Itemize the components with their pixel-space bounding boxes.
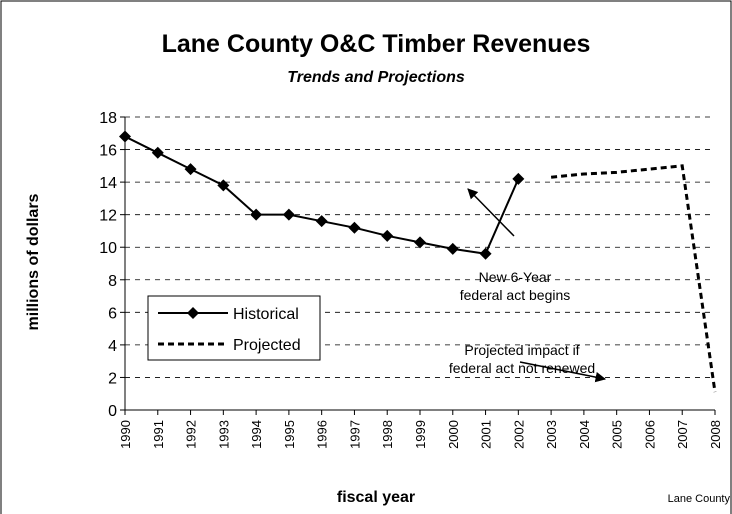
y-tick-label: 16 — [99, 143, 117, 160]
marker — [184, 163, 197, 176]
x-tick-label: 2008 — [708, 420, 723, 449]
annotation: Projected impact if — [464, 342, 579, 358]
y-tick-label: 10 — [99, 240, 117, 257]
marker — [512, 172, 525, 185]
y-tick-label: 2 — [108, 370, 117, 387]
legend-box — [147, 295, 321, 361]
y-tick-label: 0 — [108, 403, 117, 420]
chart-subtitle: Trends and Projections — [287, 69, 465, 86]
marker — [479, 247, 492, 260]
y-tick-label: 4 — [108, 338, 117, 355]
x-axis-label: fiscal year — [337, 489, 415, 506]
y-tick-label: 8 — [108, 273, 117, 290]
x-tick-label: 2005 — [610, 420, 625, 449]
marker — [381, 229, 394, 242]
marker — [119, 130, 131, 143]
y-axis-label: millions of dollars — [25, 193, 42, 330]
x-tick-label: 1997 — [347, 420, 362, 449]
marker — [282, 208, 295, 221]
x-tick-label: 1995 — [282, 420, 297, 449]
x-tick-label: 1998 — [380, 420, 395, 449]
x-tick-label: 2006 — [642, 420, 657, 449]
x-tick-label: 1991 — [151, 420, 166, 449]
series-line — [550, 164, 717, 393]
x-tick-label: 2000 — [446, 420, 461, 449]
x-tick-label: 2007 — [675, 420, 690, 449]
x-tick-label: 2004 — [577, 420, 592, 449]
marker — [250, 208, 263, 221]
x-tick-label: 1994 — [249, 420, 264, 449]
marker — [446, 242, 459, 255]
x-tick-label: 1999 — [413, 420, 428, 449]
marker — [348, 221, 361, 234]
marker — [414, 236, 426, 249]
marker — [151, 146, 164, 159]
legend-label: Projected — [233, 337, 301, 354]
x-tick-label: 1996 — [315, 420, 330, 449]
y-tick-label: 14 — [99, 175, 117, 192]
series-line — [124, 135, 520, 255]
y-tick-label: 18 — [99, 110, 117, 127]
x-tick-label: 1993 — [216, 420, 231, 449]
source: Lane County — [668, 493, 731, 505]
legend-label: Historical — [233, 306, 299, 323]
y-tick-label: 6 — [108, 305, 117, 322]
annotation: federal act not renewed — [449, 360, 595, 376]
chart-title: Lane County O&C Timber Revenues — [162, 30, 591, 58]
annotation: federal act begins — [460, 287, 571, 303]
marker — [217, 179, 230, 192]
y-tick-label: 12 — [99, 208, 117, 225]
annotation-arrow — [519, 361, 607, 383]
x-tick-label: 2002 — [511, 420, 526, 449]
annotation-arrow — [467, 188, 515, 237]
x-tick-label: 2003 — [544, 420, 559, 449]
marker — [315, 215, 328, 228]
x-tick-label: 1990 — [118, 420, 133, 449]
annotation: New 6-Year — [479, 269, 552, 285]
legend-marker — [187, 307, 199, 319]
x-tick-label: 2001 — [479, 420, 494, 449]
x-tick-label: 1992 — [184, 420, 199, 449]
